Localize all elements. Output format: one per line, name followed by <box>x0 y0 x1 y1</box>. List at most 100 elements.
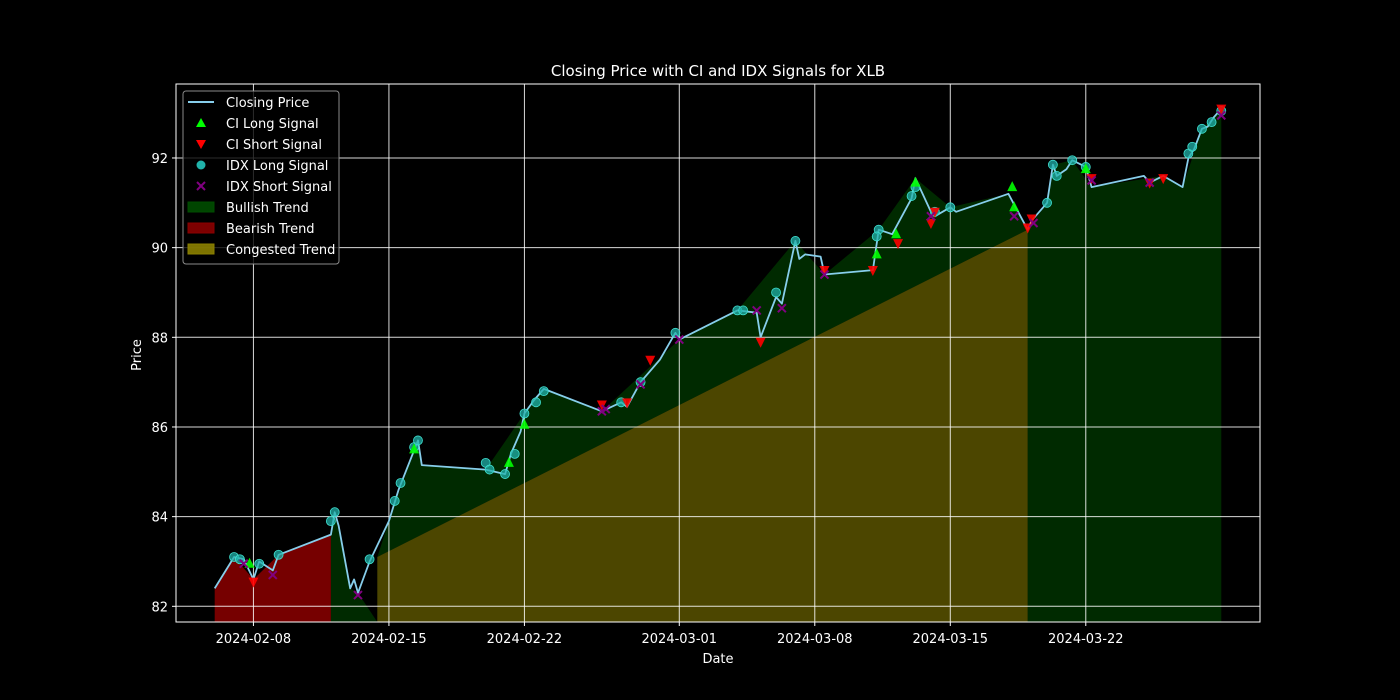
x-tick-label: 2024-03-15 <box>913 632 989 647</box>
idx-long-point <box>1197 123 1207 134</box>
trend-region-bearish <box>214 534 331 622</box>
idx-long-point <box>329 507 340 518</box>
legend-label: Bullish Trend <box>226 201 309 216</box>
ci-long-point <box>503 456 514 467</box>
idx-short-point <box>268 570 278 580</box>
x-tick-label: 2024-02-22 <box>487 632 563 647</box>
idx-short-point <box>239 559 249 569</box>
ci-long-point <box>891 228 902 239</box>
idx-long-point <box>1206 117 1217 128</box>
idx-long-point <box>389 496 400 506</box>
y-axis-label: Price <box>130 339 145 371</box>
legend-label: Closing Price <box>226 96 309 111</box>
ci-short-point <box>755 337 766 348</box>
idx-short-point <box>777 303 787 313</box>
y-tick-label: 86 <box>151 421 168 436</box>
idx-long-point <box>1067 155 1078 166</box>
ci-long-point <box>910 176 921 187</box>
ci-long-point <box>871 248 882 259</box>
idx-short-point <box>601 404 611 414</box>
idx-long-point <box>1051 171 1062 181</box>
legend-swatch <box>196 160 206 170</box>
chart-title: Closing Price with CI and IDX Signals fo… <box>551 62 885 80</box>
ci-long-point <box>519 418 530 429</box>
idx-long-point <box>1047 159 1058 170</box>
idx-long-point <box>413 435 423 446</box>
ci-short-point <box>925 218 936 229</box>
idx-long-point <box>1187 141 1198 152</box>
x-tick-label: 2024-03-01 <box>642 632 718 647</box>
legend-label: IDX Long Signal <box>226 159 328 174</box>
x-tick-label: 2024-03-08 <box>777 632 853 647</box>
legend-swatch <box>196 181 206 191</box>
idx-long-point <box>509 448 520 459</box>
idx-long-point <box>395 478 406 488</box>
idx-long-point <box>790 236 801 246</box>
legend-label: IDX Short Signal <box>226 180 332 195</box>
plot-frame <box>175 83 1261 623</box>
y-tick-label: 82 <box>151 600 168 615</box>
idx-long-point <box>500 469 510 479</box>
ci-short-point <box>893 239 904 250</box>
ci-long-point <box>1007 181 1018 192</box>
legend-item-congested: Congested Trend <box>187 243 335 258</box>
legend-item-ci_long: CI Long Signal <box>196 117 319 132</box>
idx-long-point <box>771 287 781 298</box>
idx-long-point <box>538 386 549 397</box>
y-tick-label: 84 <box>151 511 168 526</box>
x-axis-label: Date <box>702 652 733 667</box>
x-tick-label: 2024-03-22 <box>1048 632 1124 647</box>
ci-short-point <box>248 577 259 588</box>
trend-region-bullish <box>1027 108 1222 622</box>
idx-short-point <box>752 305 762 316</box>
y-tick-label: 90 <box>151 242 168 257</box>
trend-region-bullish <box>330 512 378 622</box>
idx-short-point <box>635 379 646 390</box>
legend-box <box>182 90 340 265</box>
idx-long-point <box>871 231 882 242</box>
legend-swatch <box>187 243 215 255</box>
idx-short-point <box>353 590 363 600</box>
idx-long-point <box>1042 197 1052 208</box>
idx-long-point <box>531 397 541 408</box>
idx-long-point <box>519 408 530 419</box>
idx-short-point <box>1009 211 1019 221</box>
idx-long-point <box>484 464 495 475</box>
ci-long-point <box>1080 163 1091 174</box>
plot-area: 2024-02-08 2024-02-15 2024-02-22 2024-03-01… <box>151 83 1261 647</box>
legend-item-bearish: Bearish Trend <box>187 222 315 237</box>
trend-region-bullish <box>377 178 1028 557</box>
idx-short-point <box>926 211 936 221</box>
y-tick-label: 88 <box>151 331 168 346</box>
idx-long-point <box>273 549 284 560</box>
x-tick-label: 2024-02-08 <box>216 632 292 647</box>
ci-short-point <box>1026 214 1037 225</box>
ci-short-point <box>1216 104 1227 115</box>
legend-swatch <box>187 201 215 213</box>
idx-long-point <box>635 377 646 388</box>
legend: Closing Price CI Long Signal CI Short Sign… <box>182 90 340 265</box>
legend-label: Bearish Trend <box>226 222 315 237</box>
ci-long-point <box>409 443 420 454</box>
x-tick-label: 2024-02-15 <box>351 632 427 647</box>
idx-short-point <box>1144 177 1155 188</box>
legend-label: CI Long Signal <box>226 117 319 132</box>
ci-short-point <box>1158 174 1169 185</box>
idx-long-point <box>670 327 681 338</box>
ci-short-point <box>622 398 633 409</box>
legend-item-idx_long: IDX Long Signal <box>196 159 328 174</box>
legend-swatch <box>196 140 206 149</box>
ci-long-point <box>1009 201 1020 212</box>
idx-short-point <box>1086 175 1097 186</box>
legend-label: Congested Trend <box>226 243 335 258</box>
idx-long-point <box>906 191 917 201</box>
idx-short-point <box>674 334 684 345</box>
idx-long-point <box>325 516 336 527</box>
idx-short-point <box>1216 110 1226 121</box>
legend-swatch <box>187 222 215 234</box>
idx-long-point <box>364 554 375 565</box>
ci-long-point <box>244 557 255 568</box>
legend-item-idx_short: IDX Short Signal <box>196 180 332 195</box>
idx-short-point <box>1028 218 1039 228</box>
